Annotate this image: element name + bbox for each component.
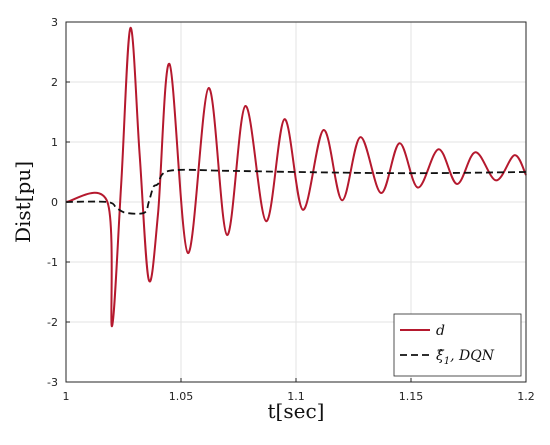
legend-label-d: d <box>436 323 445 339</box>
x-tick-label: 1.15 <box>399 390 424 403</box>
series-xi-dqn-line <box>65 168 527 215</box>
plot-frame <box>65 21 527 383</box>
x-tick-label: 1.05 <box>169 390 194 403</box>
x-axis-label: t[sec] <box>268 399 325 423</box>
y-tick-label: 1 <box>51 136 58 149</box>
y-axis-label: Dist[pu] <box>11 161 35 243</box>
y-tick-label: -1 <box>47 256 58 269</box>
tick-labels: 1 1.05 1.1 1.15 1.2 3 2 1 0 -1 -2 -3 <box>47 16 535 403</box>
legend-box <box>393 313 522 377</box>
y-tick-label: 2 <box>51 76 58 89</box>
x-tick-label: 1.2 <box>517 390 535 403</box>
x-tick-label: 1 <box>63 390 70 403</box>
legend-label-xi-subscript: 1 <box>444 356 450 367</box>
y-tick-label: 3 <box>51 16 58 29</box>
series-d-line <box>65 26 527 328</box>
legend-label-xi-symbol: ξ̂ <box>436 348 445 364</box>
legend-label-xi-rest: , DQN <box>450 348 495 364</box>
y-tick-label: -3 <box>47 376 58 389</box>
y-tick-label: -2 <box>47 316 58 329</box>
legend-label-xi-dqn: ξ̂1, DQN <box>436 348 495 367</box>
legend: d ξ̂1, DQN <box>393 313 522 377</box>
y-tick-label: 0 <box>51 196 58 209</box>
x-tick-label: 1.1 <box>287 390 305 403</box>
series-layer <box>65 26 527 328</box>
